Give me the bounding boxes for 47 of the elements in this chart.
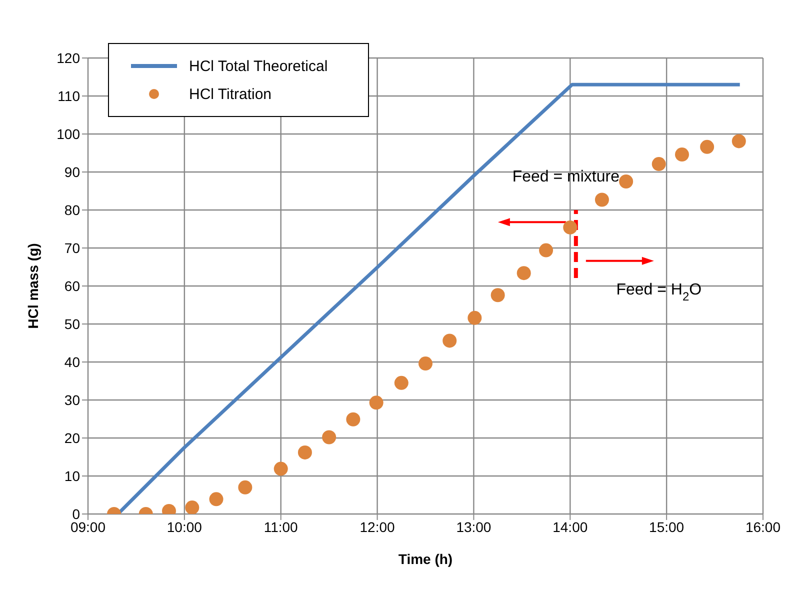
y-tick-label: 30 xyxy=(64,392,80,408)
point xyxy=(185,500,200,514)
point xyxy=(209,492,224,506)
y-axis-title: HCl mass (g) xyxy=(24,243,41,329)
legend-label: HCl Total Theoretical xyxy=(189,58,328,74)
y-tick-label: 90 xyxy=(64,164,80,180)
annotation: Feed = mixture xyxy=(512,168,620,186)
point xyxy=(369,396,384,410)
x-tick-label: 10:00 xyxy=(166,518,202,535)
point xyxy=(652,157,666,172)
point xyxy=(619,174,634,188)
x-tick-label: 11:00 xyxy=(264,518,298,535)
y-tick-label: 20 xyxy=(64,430,80,446)
y-tick-label: 110 xyxy=(58,88,80,104)
point xyxy=(732,134,746,148)
point xyxy=(700,140,714,154)
y-tick-label: 80 xyxy=(64,202,80,218)
y-tick-label: 10 xyxy=(64,468,80,484)
point xyxy=(418,356,432,371)
point xyxy=(394,376,408,390)
x-tick-label: 14:00 xyxy=(552,518,588,535)
point xyxy=(274,462,288,476)
x-tick-label: 13:00 xyxy=(456,518,492,535)
point xyxy=(468,310,482,325)
point xyxy=(238,480,252,494)
point xyxy=(675,148,689,162)
y-tick-label: 100 xyxy=(56,126,80,142)
annotation: Feed = H$_{2}$O xyxy=(616,282,702,304)
point xyxy=(563,220,578,234)
point xyxy=(298,445,312,460)
point xyxy=(516,266,531,280)
point xyxy=(539,243,554,258)
x-axis-title: Time (h) xyxy=(398,551,453,567)
y-tick-label: 60 xyxy=(64,278,80,294)
y-tick-label: 40 xyxy=(64,354,80,370)
x-tick-label: 15:00 xyxy=(649,518,684,535)
y-tick-label: 120 xyxy=(56,50,80,66)
legend-label: HCl Titration xyxy=(189,86,272,102)
point xyxy=(346,412,360,426)
y-tick-label: 50 xyxy=(64,316,80,332)
x-tick-label: 12:00 xyxy=(360,518,396,535)
point xyxy=(490,288,505,302)
point xyxy=(442,334,457,348)
point xyxy=(594,192,609,207)
x-tick-label: 16:00 xyxy=(745,518,781,535)
y-tick-label: 70 xyxy=(64,240,80,256)
point xyxy=(322,430,336,444)
